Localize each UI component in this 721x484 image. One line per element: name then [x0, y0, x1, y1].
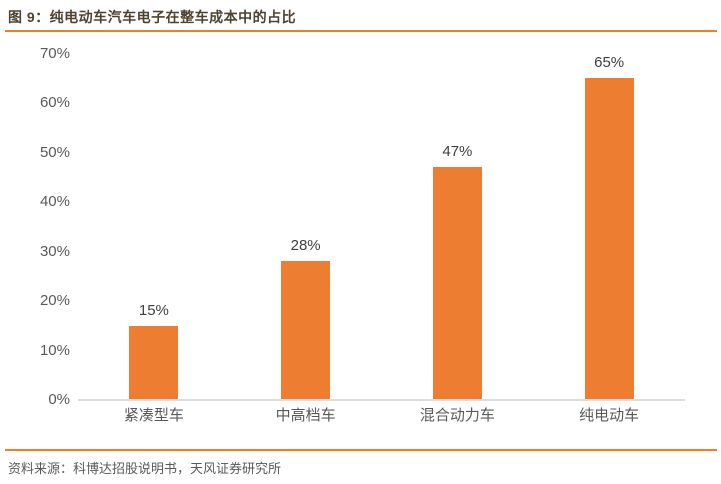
footer-rule	[5, 449, 717, 451]
figure-title: 图 9：纯电动车汽车电子在整车成本中的占比	[8, 9, 297, 25]
x-axis-category-label: 纯电动车	[579, 407, 640, 424]
y-axis-tick-label: 20%	[39, 292, 70, 309]
y-axis-tick-label: 60%	[39, 94, 70, 111]
header-rule	[5, 30, 717, 32]
y-axis-tick-label: 10%	[39, 341, 70, 359]
bar	[584, 78, 634, 400]
y-axis-tick-label: 50%	[39, 143, 70, 161]
bar	[432, 167, 482, 400]
bar-value-label: 28%	[290, 237, 321, 255]
y-axis-tick-label: 70%	[39, 44, 70, 62]
x-axis-category-label: 中高档车	[275, 407, 336, 424]
bar	[281, 261, 331, 400]
y-axis-tick-label: 0%	[48, 391, 70, 408]
source-note: 资料来源：科博达招股说明书，天风证券研究所	[8, 461, 282, 476]
y-axis-tick-label: 40%	[39, 193, 70, 210]
bar	[129, 325, 179, 400]
bar-value-label: 15%	[138, 301, 169, 319]
x-axis-category-label: 紧凑型车	[123, 407, 184, 424]
x-axis-category-label: 混合动力车	[419, 407, 495, 424]
bar-value-label: 47%	[442, 143, 473, 161]
bar-value-label: 65%	[594, 54, 625, 72]
x-axis-line	[78, 399, 685, 401]
y-axis-tick-label: 30%	[39, 242, 70, 260]
